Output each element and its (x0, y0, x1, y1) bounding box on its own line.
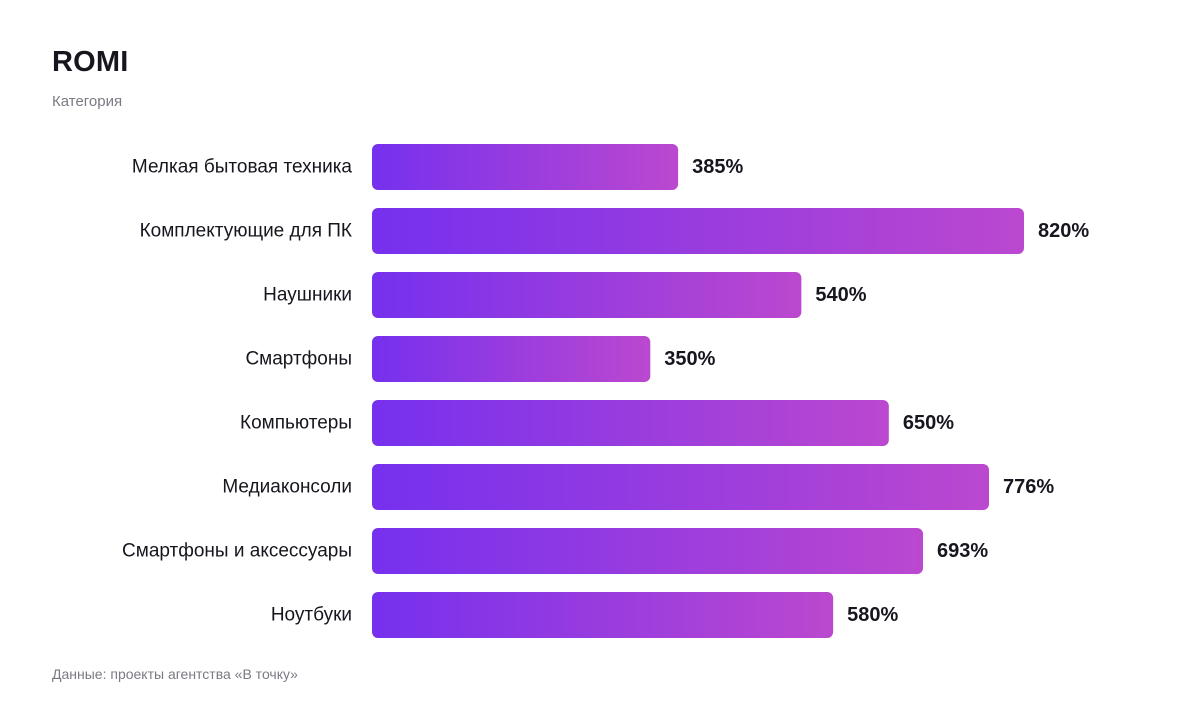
category-label: Мелкая бытовая техника (132, 157, 353, 178)
chart-subtitle: Категория (52, 93, 123, 110)
category-label: Смартфоны и аксессуары (122, 541, 352, 562)
category-label: Медиаконсоли (222, 477, 352, 498)
bar (372, 528, 924, 574)
bar (372, 400, 889, 446)
bar (372, 592, 834, 638)
value-label: 385% (692, 156, 743, 178)
bar (372, 272, 802, 318)
chart-title: ROMI (52, 46, 129, 78)
bars-group: Мелкая бытовая техника 385% Комплектующие … (122, 144, 1089, 638)
value-label: 650% (903, 412, 954, 434)
bar (372, 144, 679, 190)
category-label: Комплектующие для ПК (140, 221, 352, 242)
value-label: 580% (847, 604, 898, 626)
data-source-note: Данные: проекты агентства «В точку» (52, 666, 298, 682)
category-label: Наушники (263, 285, 352, 306)
bar (372, 208, 1024, 254)
value-label: 776% (1003, 476, 1054, 498)
value-label: 693% (937, 540, 988, 562)
category-label: Компьютеры (240, 413, 352, 434)
value-label: 350% (664, 348, 715, 370)
value-label: 820% (1038, 220, 1089, 242)
bar (372, 336, 651, 382)
bar (372, 464, 990, 510)
category-label: Ноутбуки (271, 605, 352, 626)
value-label: 540% (815, 284, 866, 306)
category-label: Смартфоны (245, 349, 352, 370)
